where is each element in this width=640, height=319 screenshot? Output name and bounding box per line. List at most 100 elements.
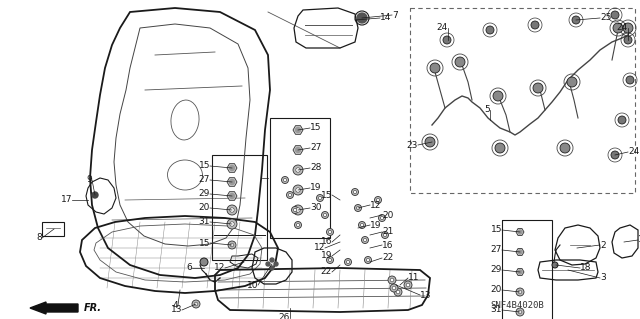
Circle shape: [293, 208, 296, 211]
FancyArrow shape: [30, 302, 78, 314]
Text: 15: 15: [321, 190, 332, 199]
Polygon shape: [293, 146, 303, 154]
Circle shape: [360, 223, 364, 226]
Bar: [270, 118, 330, 238]
Circle shape: [353, 190, 356, 194]
Circle shape: [296, 147, 301, 152]
Circle shape: [430, 63, 440, 73]
Bar: [502, 220, 552, 319]
Text: 24: 24: [436, 24, 448, 33]
Circle shape: [374, 197, 381, 204]
Circle shape: [194, 302, 198, 306]
Circle shape: [351, 189, 358, 196]
Circle shape: [518, 310, 522, 314]
Circle shape: [296, 168, 300, 172]
Circle shape: [567, 77, 577, 87]
Text: 21: 21: [382, 227, 394, 236]
Circle shape: [326, 228, 333, 235]
Text: 20: 20: [382, 211, 394, 219]
Text: 27: 27: [198, 175, 210, 184]
Circle shape: [443, 36, 451, 44]
Circle shape: [367, 258, 369, 262]
Circle shape: [516, 308, 524, 316]
Circle shape: [287, 191, 294, 198]
Text: FR.: FR.: [84, 303, 102, 313]
Text: 25: 25: [600, 13, 611, 23]
Text: 26: 26: [278, 314, 290, 319]
Text: 31: 31: [198, 218, 210, 226]
Circle shape: [293, 185, 303, 195]
Text: 15: 15: [198, 239, 210, 248]
Text: 13: 13: [420, 291, 431, 300]
Circle shape: [626, 76, 634, 84]
Circle shape: [611, 151, 619, 159]
Circle shape: [613, 23, 623, 33]
Circle shape: [319, 197, 321, 200]
Circle shape: [394, 288, 402, 296]
Circle shape: [572, 16, 580, 24]
Circle shape: [296, 128, 301, 132]
Circle shape: [355, 204, 362, 211]
Text: 18: 18: [580, 263, 591, 272]
Polygon shape: [227, 192, 237, 200]
Text: 1: 1: [638, 235, 640, 244]
Polygon shape: [516, 269, 524, 276]
Circle shape: [230, 194, 234, 198]
Circle shape: [270, 266, 274, 270]
Circle shape: [364, 238, 367, 241]
Text: 15: 15: [198, 161, 210, 170]
Text: 9: 9: [86, 175, 92, 184]
Circle shape: [380, 216, 383, 219]
Circle shape: [323, 213, 326, 217]
Circle shape: [270, 258, 274, 262]
Text: 12: 12: [370, 201, 381, 210]
Text: 22: 22: [321, 268, 332, 277]
Circle shape: [378, 214, 385, 221]
Circle shape: [624, 36, 632, 44]
Circle shape: [390, 284, 398, 292]
Circle shape: [390, 278, 394, 282]
Circle shape: [192, 300, 200, 308]
Text: 5: 5: [484, 106, 490, 115]
Text: 29: 29: [491, 265, 502, 275]
Circle shape: [328, 230, 332, 234]
Circle shape: [493, 91, 503, 101]
Text: 12: 12: [214, 263, 225, 272]
Circle shape: [293, 205, 303, 215]
Text: 19: 19: [370, 220, 381, 229]
Circle shape: [289, 193, 292, 197]
Circle shape: [392, 286, 396, 290]
Circle shape: [396, 290, 400, 294]
Circle shape: [92, 192, 98, 198]
Circle shape: [560, 143, 570, 153]
Text: 2: 2: [600, 241, 605, 249]
Text: 11: 11: [408, 273, 419, 283]
Circle shape: [293, 165, 303, 175]
Circle shape: [346, 260, 349, 263]
Circle shape: [357, 13, 367, 23]
Text: 19: 19: [321, 251, 332, 261]
Bar: [410, 8, 635, 193]
Circle shape: [533, 83, 543, 93]
Bar: [212, 155, 267, 260]
Circle shape: [291, 206, 298, 213]
Circle shape: [230, 166, 234, 170]
Text: 20: 20: [491, 286, 502, 294]
Circle shape: [381, 232, 388, 239]
Polygon shape: [516, 228, 524, 235]
Text: 19: 19: [310, 183, 321, 192]
Text: 29: 29: [198, 189, 210, 198]
Text: 27: 27: [310, 144, 321, 152]
Circle shape: [230, 222, 234, 226]
Text: 22: 22: [382, 254, 393, 263]
Text: 10: 10: [246, 280, 258, 290]
Circle shape: [228, 241, 236, 249]
Circle shape: [296, 223, 300, 226]
Text: 23: 23: [406, 140, 418, 150]
Circle shape: [358, 221, 365, 228]
Circle shape: [296, 188, 300, 192]
Circle shape: [227, 205, 237, 215]
Text: 24: 24: [617, 24, 628, 33]
Circle shape: [200, 258, 208, 266]
Text: 17: 17: [61, 196, 72, 204]
